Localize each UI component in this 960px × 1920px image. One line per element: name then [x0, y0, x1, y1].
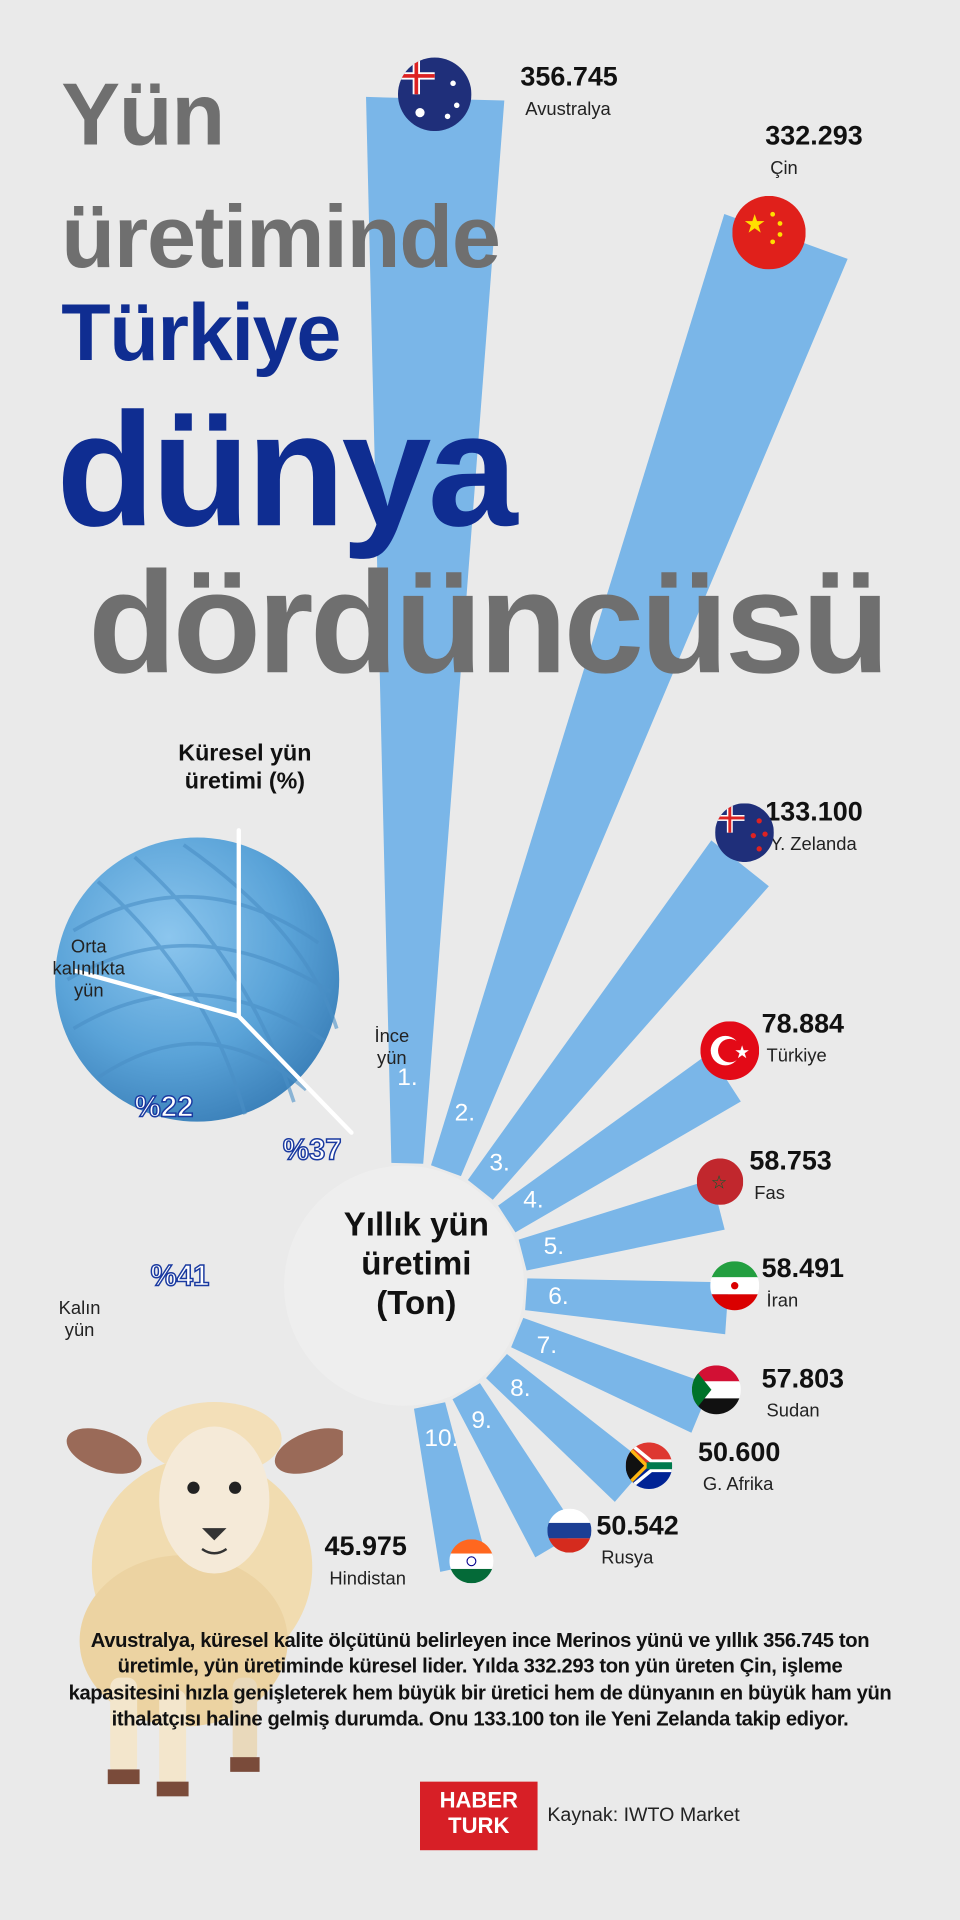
bar-7 — [511, 1317, 712, 1433]
pie-label-medium: Orta kalınlıkta yün — [52, 936, 126, 1002]
source-text: Kaynak: IWTO Market — [547, 1804, 740, 1826]
svg-text:☆: ☆ — [711, 1172, 728, 1193]
value-label: 50.600 — [697, 1436, 781, 1467]
bar-8 — [486, 1354, 648, 1502]
pie-label-fine: İnce yün — [374, 1026, 410, 1069]
country-label: Çin — [770, 157, 798, 179]
bar-6 — [525, 1278, 729, 1335]
country-label: Fas — [754, 1182, 785, 1204]
morocco-flag-icon: ☆ — [696, 1158, 744, 1211]
center-title-line: (Ton) — [376, 1284, 457, 1321]
center-disk — [284, 1165, 525, 1406]
pie-dividers — [73, 828, 354, 1135]
south-africa-flag-icon — [625, 1442, 673, 1495]
radial-chart-title: Yıllık yün üretimi (Ton) — [331, 1206, 502, 1323]
pie-label-thick: Kalın yün — [58, 1297, 101, 1341]
center-title-line: Yıllık yün — [343, 1206, 489, 1243]
bar-3 — [467, 840, 769, 1200]
country-label: Rusya — [601, 1547, 654, 1569]
pie-value-fine: %37 — [282, 1133, 342, 1168]
title-line-4: dünya — [56, 379, 517, 560]
china-flag-icon: ★ — [732, 195, 806, 276]
country-label: Y. Zelanda — [770, 833, 857, 855]
country-label: Avustralya — [525, 99, 611, 121]
bar-9 — [452, 1383, 579, 1558]
rank-label: 7. — [536, 1332, 558, 1360]
sudan-flag-icon — [691, 1365, 741, 1420]
svg-text:★: ★ — [734, 1042, 750, 1062]
pie-value-thick: %41 — [150, 1259, 210, 1294]
title-line-5: dördüncüsü — [88, 542, 890, 705]
sheep-illustration — [66, 1402, 343, 1797]
country-label: İran — [766, 1290, 799, 1312]
rank-label: 4. — [523, 1186, 544, 1214]
rank-label: 10. — [424, 1425, 459, 1453]
value-label: 133.100 — [765, 795, 863, 827]
rank-label: 6. — [548, 1283, 569, 1311]
country-label: Türkiye — [766, 1045, 827, 1067]
india-flag-icon — [449, 1539, 494, 1589]
country-label: G. Afrika — [702, 1474, 774, 1496]
value-label: 57.803 — [761, 1362, 845, 1394]
rank-label: 2. — [454, 1099, 476, 1127]
haberturk-logo: HABER TURK — [420, 1781, 538, 1851]
iran-flag-icon — [710, 1261, 760, 1316]
rank-label: 9. — [471, 1407, 492, 1435]
center-title-line: üretimi — [361, 1245, 472, 1282]
rank-label: 3. — [489, 1149, 510, 1177]
rank-label: 1. — [397, 1064, 418, 1092]
turkey-flag-icon: ★ — [700, 1021, 760, 1086]
value-label: 45.975 — [324, 1530, 407, 1562]
rank-label: 8. — [510, 1375, 531, 1403]
pie-value-medium: %22 — [134, 1090, 194, 1125]
bar-5 — [518, 1179, 725, 1271]
svg-text:★: ★ — [743, 211, 766, 239]
title-line-3: Türkiye — [61, 286, 341, 378]
value-label: 78.884 — [761, 1007, 845, 1039]
russia-flag-icon — [547, 1508, 592, 1559]
bar-1 — [366, 96, 505, 1164]
value-label: 50.542 — [596, 1509, 679, 1541]
rank-label: 5. — [543, 1232, 565, 1260]
bar-4 — [498, 1053, 741, 1233]
new-zealand-flag-icon — [715, 803, 774, 868]
country-label: Hindistan — [329, 1568, 406, 1590]
value-label: 58.753 — [749, 1144, 832, 1176]
bar-2 — [431, 214, 848, 1177]
title-line-2: üretiminde — [61, 188, 501, 287]
pie-title: Küresel yün üretimi (%) — [178, 740, 312, 795]
country-label: Sudan — [766, 1400, 820, 1422]
value-label: 332.293 — [765, 120, 863, 151]
australia-flag-icon — [397, 57, 472, 138]
footer-description: Avustralya, küresel kalite ölçütünü beli… — [68, 1629, 892, 1731]
title-line-1: Yün — [61, 66, 225, 165]
value-label: 58.491 — [761, 1252, 845, 1284]
value-label: 356.745 — [520, 61, 618, 92]
bar-10 — [413, 1402, 488, 1572]
